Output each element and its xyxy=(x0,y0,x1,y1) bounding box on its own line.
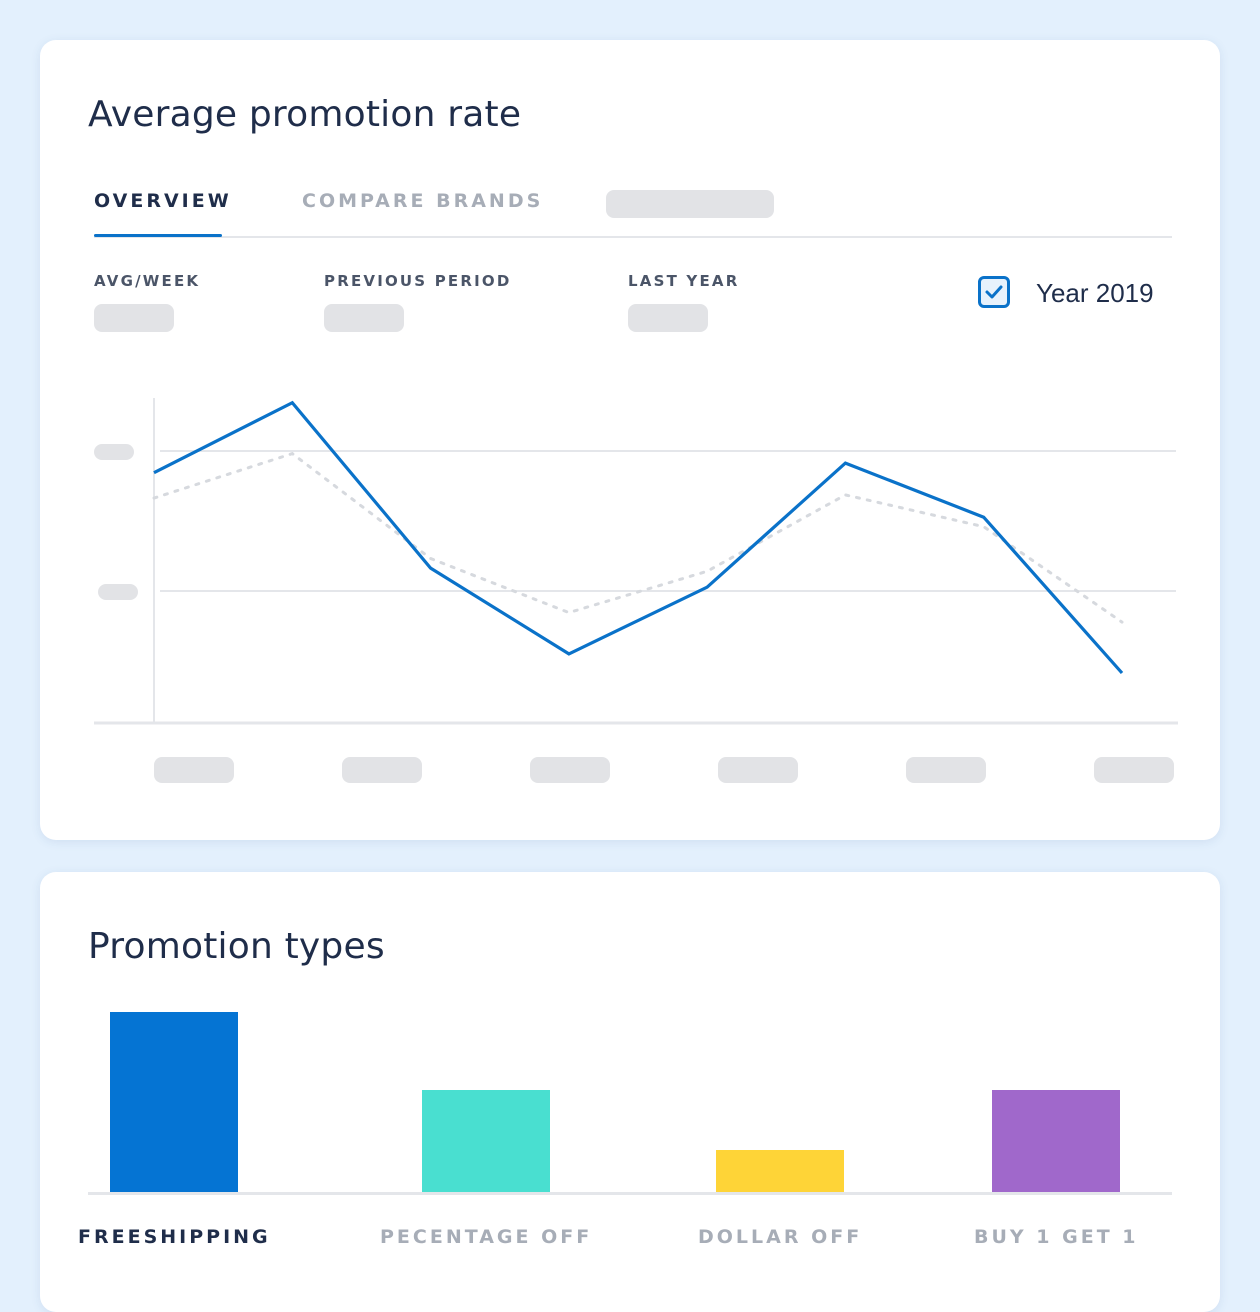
bar-freeshipping[interactable] xyxy=(110,1012,238,1193)
y-tick-label-placeholder xyxy=(94,444,134,460)
x-tick-label-placeholder xyxy=(718,757,798,783)
x-tick-label-placeholder xyxy=(1094,757,1174,783)
category-label[interactable]: BUY 1 GET 1 xyxy=(974,1226,1139,1248)
comparison-series-line xyxy=(154,454,1122,622)
x-tick-label-placeholder xyxy=(530,757,610,783)
x-tick-label-placeholder xyxy=(342,757,422,783)
category-label[interactable]: DOLLAR OFF xyxy=(698,1226,862,1248)
category-label[interactable]: PECENTAGE OFF xyxy=(380,1226,592,1248)
series-line-year-2019 xyxy=(154,403,1122,673)
category-label[interactable]: FREESHIPPING xyxy=(78,1226,271,1248)
line-chart xyxy=(40,40,1220,840)
x-tick-label-placeholder xyxy=(154,757,234,783)
promotion-types-card: Promotion types FREESHIPPING PECENTAGE OF… xyxy=(40,872,1220,1312)
x-tick-label-placeholder xyxy=(906,757,986,783)
bar-chart-baseline xyxy=(88,1192,1172,1195)
average-promotion-rate-card: Average promotion rate OVERVIEW COMPARE … xyxy=(40,40,1220,840)
bar-dollar-off[interactable] xyxy=(716,1150,844,1193)
bar-pecentage-off[interactable] xyxy=(422,1090,550,1193)
types-card-title: Promotion types xyxy=(88,926,385,967)
y-tick-label-placeholder xyxy=(98,584,138,600)
bar-buy-1-get-1[interactable] xyxy=(992,1090,1120,1193)
